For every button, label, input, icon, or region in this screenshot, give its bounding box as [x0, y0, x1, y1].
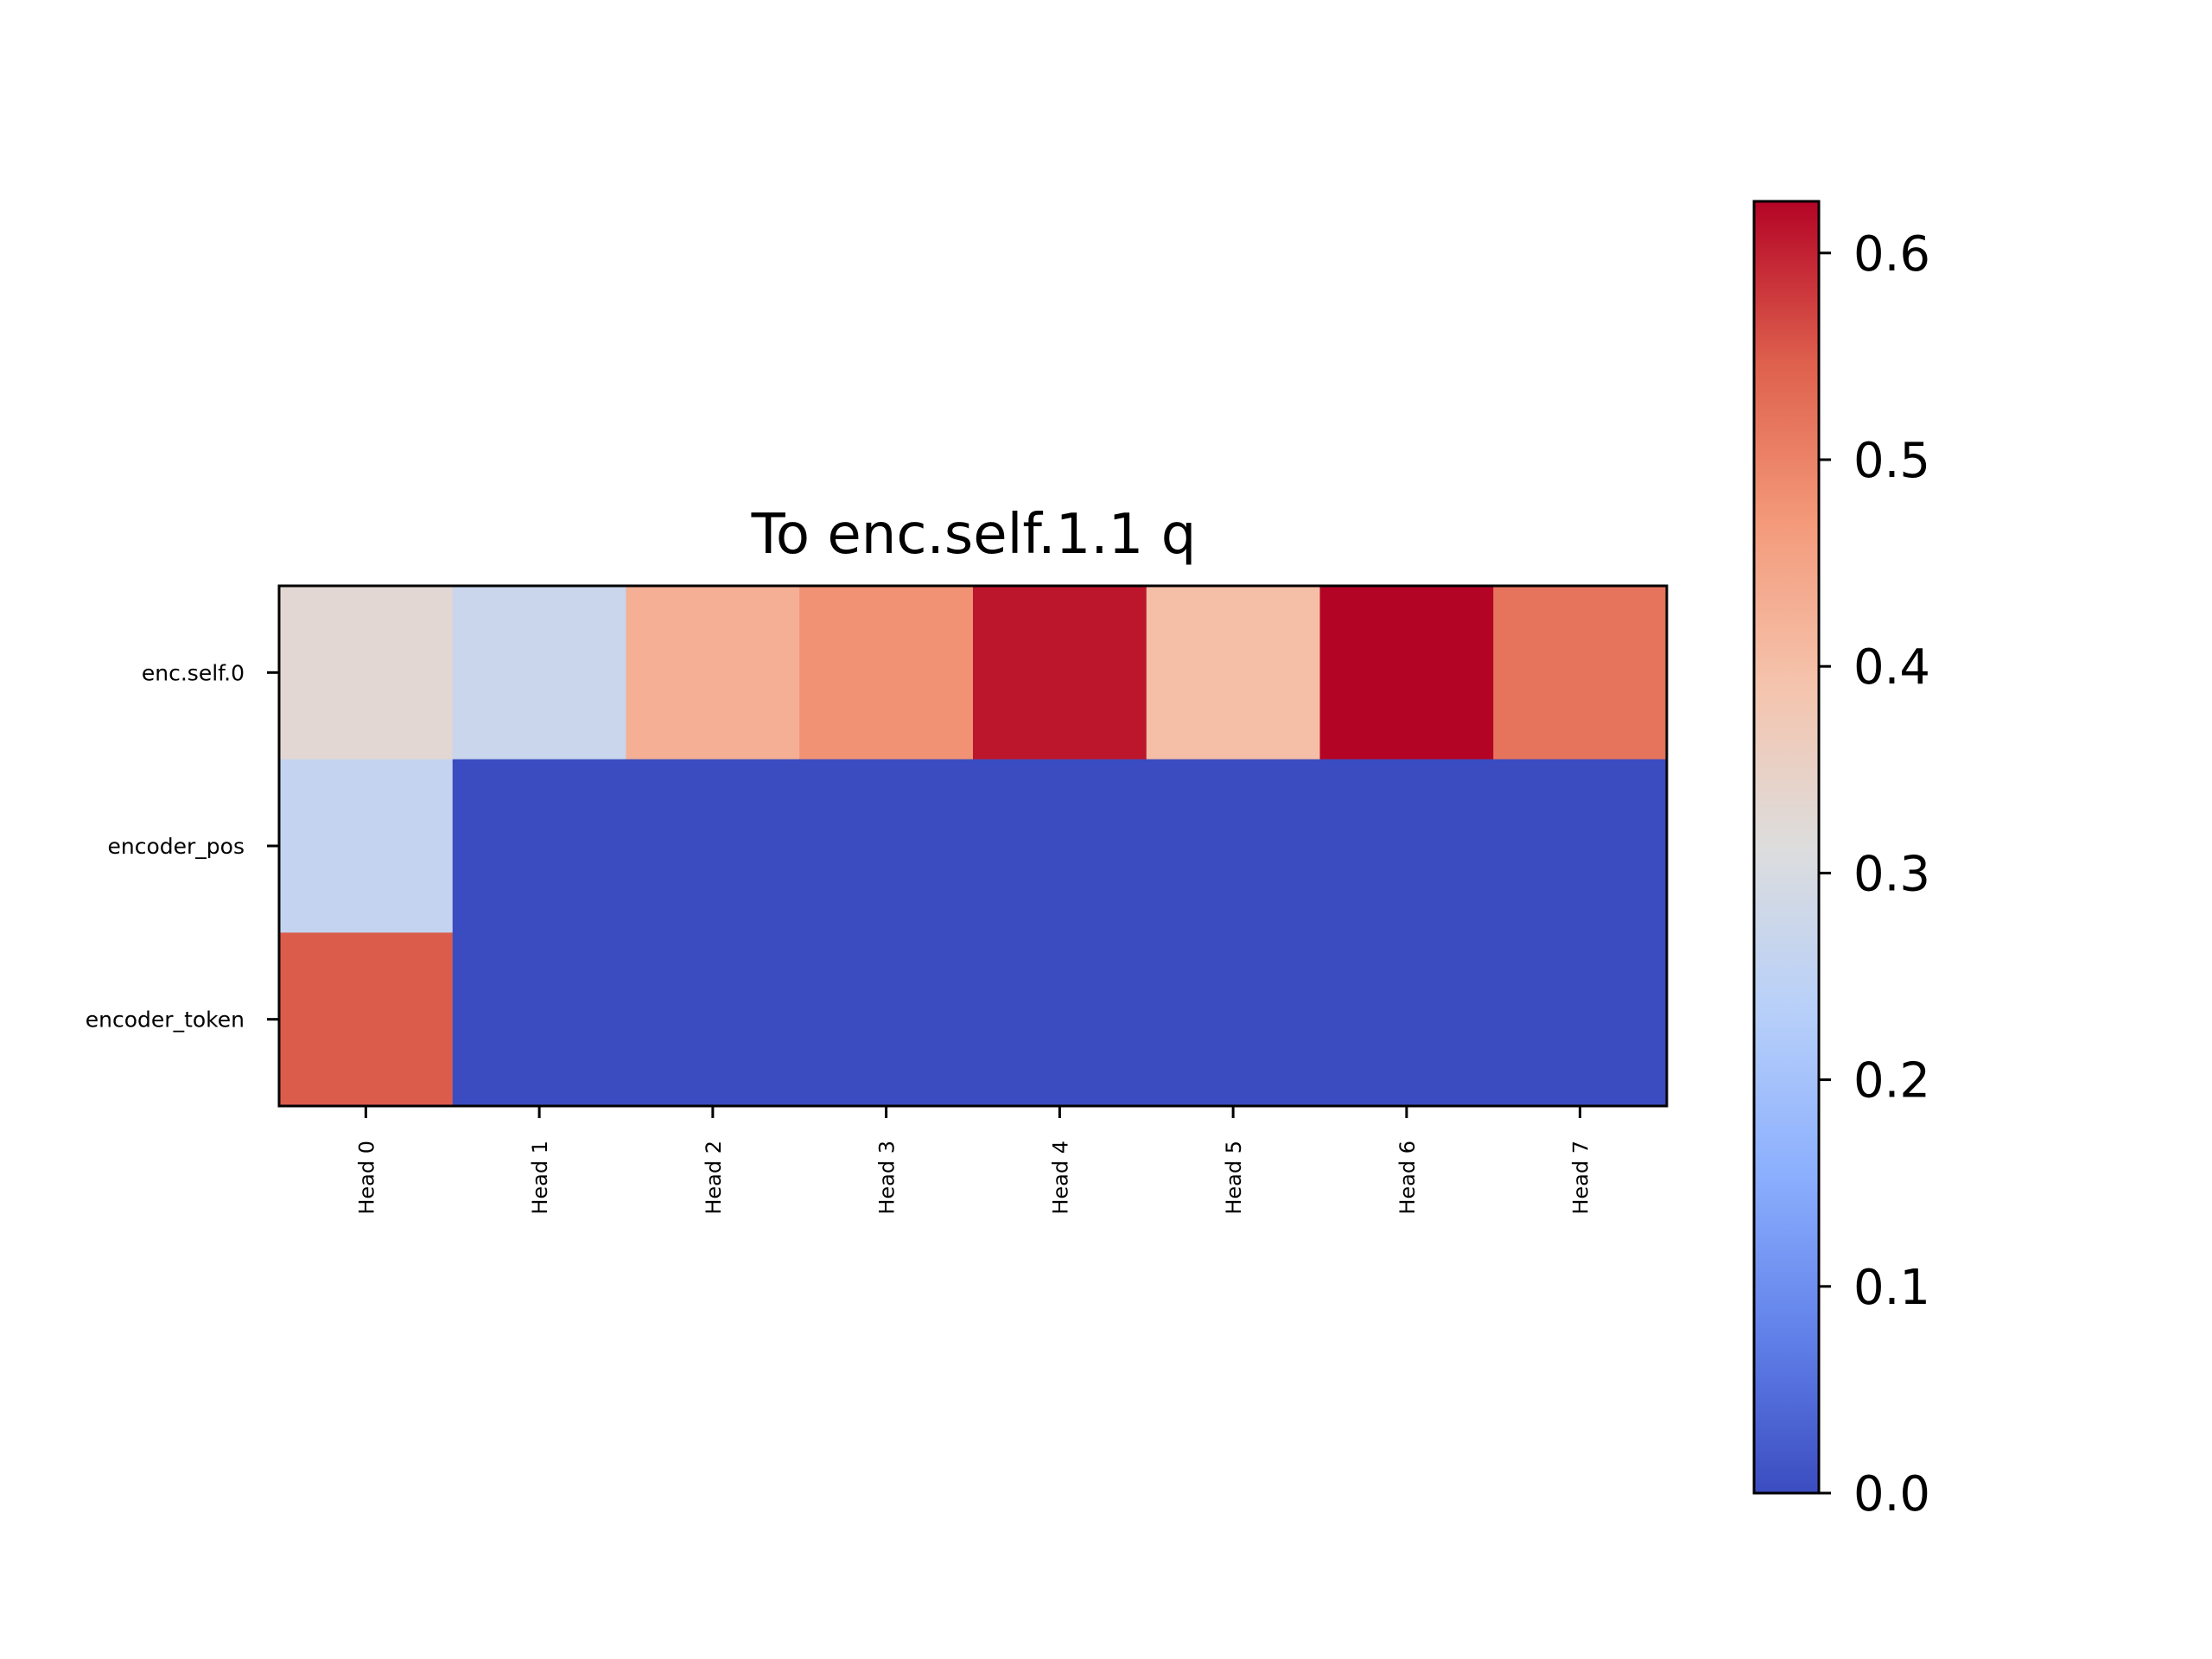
heatmap-cell — [973, 586, 1147, 760]
heatmap-cell — [973, 759, 1147, 933]
heatmap-cell — [1493, 586, 1668, 760]
heatmap-cell — [279, 586, 454, 760]
heatmap-cell — [1319, 586, 1494, 760]
x-tick-label: Head 3 — [875, 1141, 899, 1215]
x-tick-label: Head 1 — [528, 1141, 552, 1215]
heatmap-cell — [279, 759, 454, 933]
colorbar-frame — [1752, 200, 1821, 1495]
colorbar-tick-label: 0.0 — [1853, 1466, 1930, 1522]
x-tick-label: Head 6 — [1395, 1141, 1420, 1215]
colorbar-tick-label: 0.1 — [1853, 1260, 1930, 1316]
heatmap-cell — [279, 932, 454, 1107]
chart-title: To enc.self.1.1 q — [751, 503, 1197, 567]
x-tick-label: Head 2 — [702, 1141, 726, 1215]
x-tick-labels: Head 0 Head 1 Head 2 Head 3 Head 4 Head 5 Head… — [354, 1106, 1593, 1215]
heatmap-cell — [626, 932, 800, 1107]
heatmap-cell — [626, 586, 800, 760]
heatmap-cell — [799, 932, 974, 1107]
colorbar-gradient — [1754, 201, 1819, 1493]
heatmap-cell — [1146, 586, 1321, 760]
y-tick-label: encoder_token — [86, 1007, 245, 1033]
x-tick-label: Head 4 — [1048, 1141, 1072, 1215]
y-tick-label: encoder_pos — [108, 834, 245, 859]
colorbar-tick-label: 0.4 — [1853, 639, 1930, 696]
colorbar: 0.0 0.1 0.2 0.3 0.4 0.5 0.6 — [1752, 200, 1930, 1522]
heatmap-cell — [1146, 932, 1321, 1107]
colorbar-tick-label: 0.6 — [1853, 226, 1930, 283]
y-tick-labels: enc.self.0 encoder_pos encoder_token — [86, 660, 279, 1033]
x-tick-label: Head 0 — [354, 1141, 378, 1215]
heatmap-cell — [626, 759, 800, 933]
heatmap-cell — [1493, 932, 1668, 1107]
y-tick-label: enc.self.0 — [142, 660, 245, 685]
heatmap-cell — [1146, 759, 1321, 933]
heatmap-cell — [452, 932, 627, 1107]
plot-frame — [277, 584, 1669, 1108]
heatmap-cell — [973, 932, 1147, 1107]
colorbar-tick-label: 0.5 — [1853, 433, 1930, 489]
heatmap-cell — [452, 586, 627, 760]
heatmap-cell — [452, 759, 627, 933]
colorbar-ticks: 0.0 0.1 0.2 0.3 0.4 0.5 0.6 — [1819, 226, 1930, 1522]
heatmap-cell — [1493, 759, 1668, 933]
heatmap-cells — [279, 586, 1668, 1107]
heatmap-cell — [799, 586, 974, 760]
heatmap-cell — [1319, 759, 1494, 933]
heatmap-cell — [799, 759, 974, 933]
colorbar-tick-label: 0.2 — [1853, 1053, 1930, 1109]
heatmap-cell — [1319, 932, 1494, 1107]
colorbar-tick-label: 0.3 — [1853, 846, 1930, 902]
x-tick-label: Head 5 — [1222, 1141, 1246, 1215]
x-tick-label: Head 7 — [1569, 1141, 1593, 1215]
